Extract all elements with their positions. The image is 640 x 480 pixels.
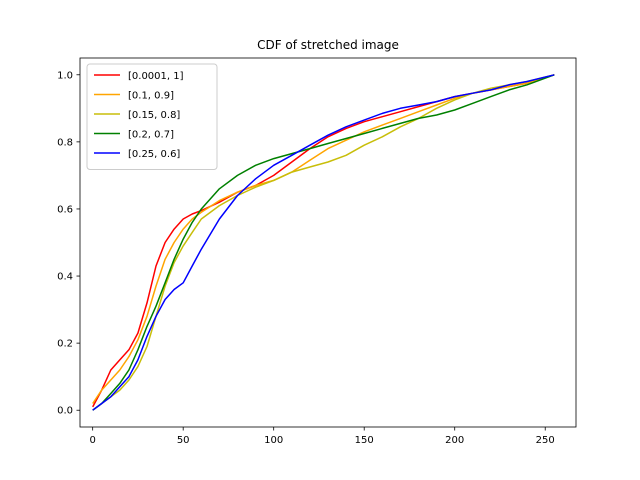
series-line-2 — [92, 74, 555, 404]
y-tick-label: 0.0 — [57, 406, 73, 417]
legend: [0.0001, 1] [0.1, 0.9] [0.15, 0.8] [0.2, 0.… — [86, 63, 218, 170]
legend-label: [0.1, 0.9] — [128, 91, 174, 102]
y-tick-label: 0.8 — [57, 137, 73, 148]
series-line-3 — [92, 74, 555, 411]
x-tick-label: 50 — [177, 435, 190, 446]
x-tick-label: 250 — [536, 435, 555, 446]
y-tick-label: 0.4 — [57, 272, 73, 283]
x-axis: 0 50 100 150 200 250 — [89, 427, 555, 446]
plot-frame — [79, 57, 577, 428]
legend-label: [0.2, 0.7] — [128, 130, 174, 141]
legend-label: [0.25, 0.6] — [128, 149, 180, 160]
x-tick-label: 200 — [445, 435, 464, 446]
x-tick-label: 0 — [89, 435, 95, 446]
legend-label: [0.0001, 1] — [128, 71, 184, 82]
y-tick-label: 0.2 — [57, 339, 73, 350]
chart-title: CDF of stretched image — [257, 38, 399, 52]
legend-box — [86, 63, 218, 170]
plot-area — [79, 57, 577, 428]
legend-label: [0.15, 0.8] — [128, 110, 180, 121]
series-group — [92, 74, 555, 411]
x-tick-label: 100 — [264, 435, 283, 446]
y-tick-label: 0.6 — [57, 204, 73, 215]
series-line-4 — [92, 74, 555, 411]
x-tick-label: 150 — [355, 435, 374, 446]
series-line-5 — [92, 74, 555, 411]
y-axis: 0.0 0.2 0.4 0.6 0.8 1.0 — [57, 70, 80, 417]
y-tick-label: 1.0 — [57, 70, 73, 81]
